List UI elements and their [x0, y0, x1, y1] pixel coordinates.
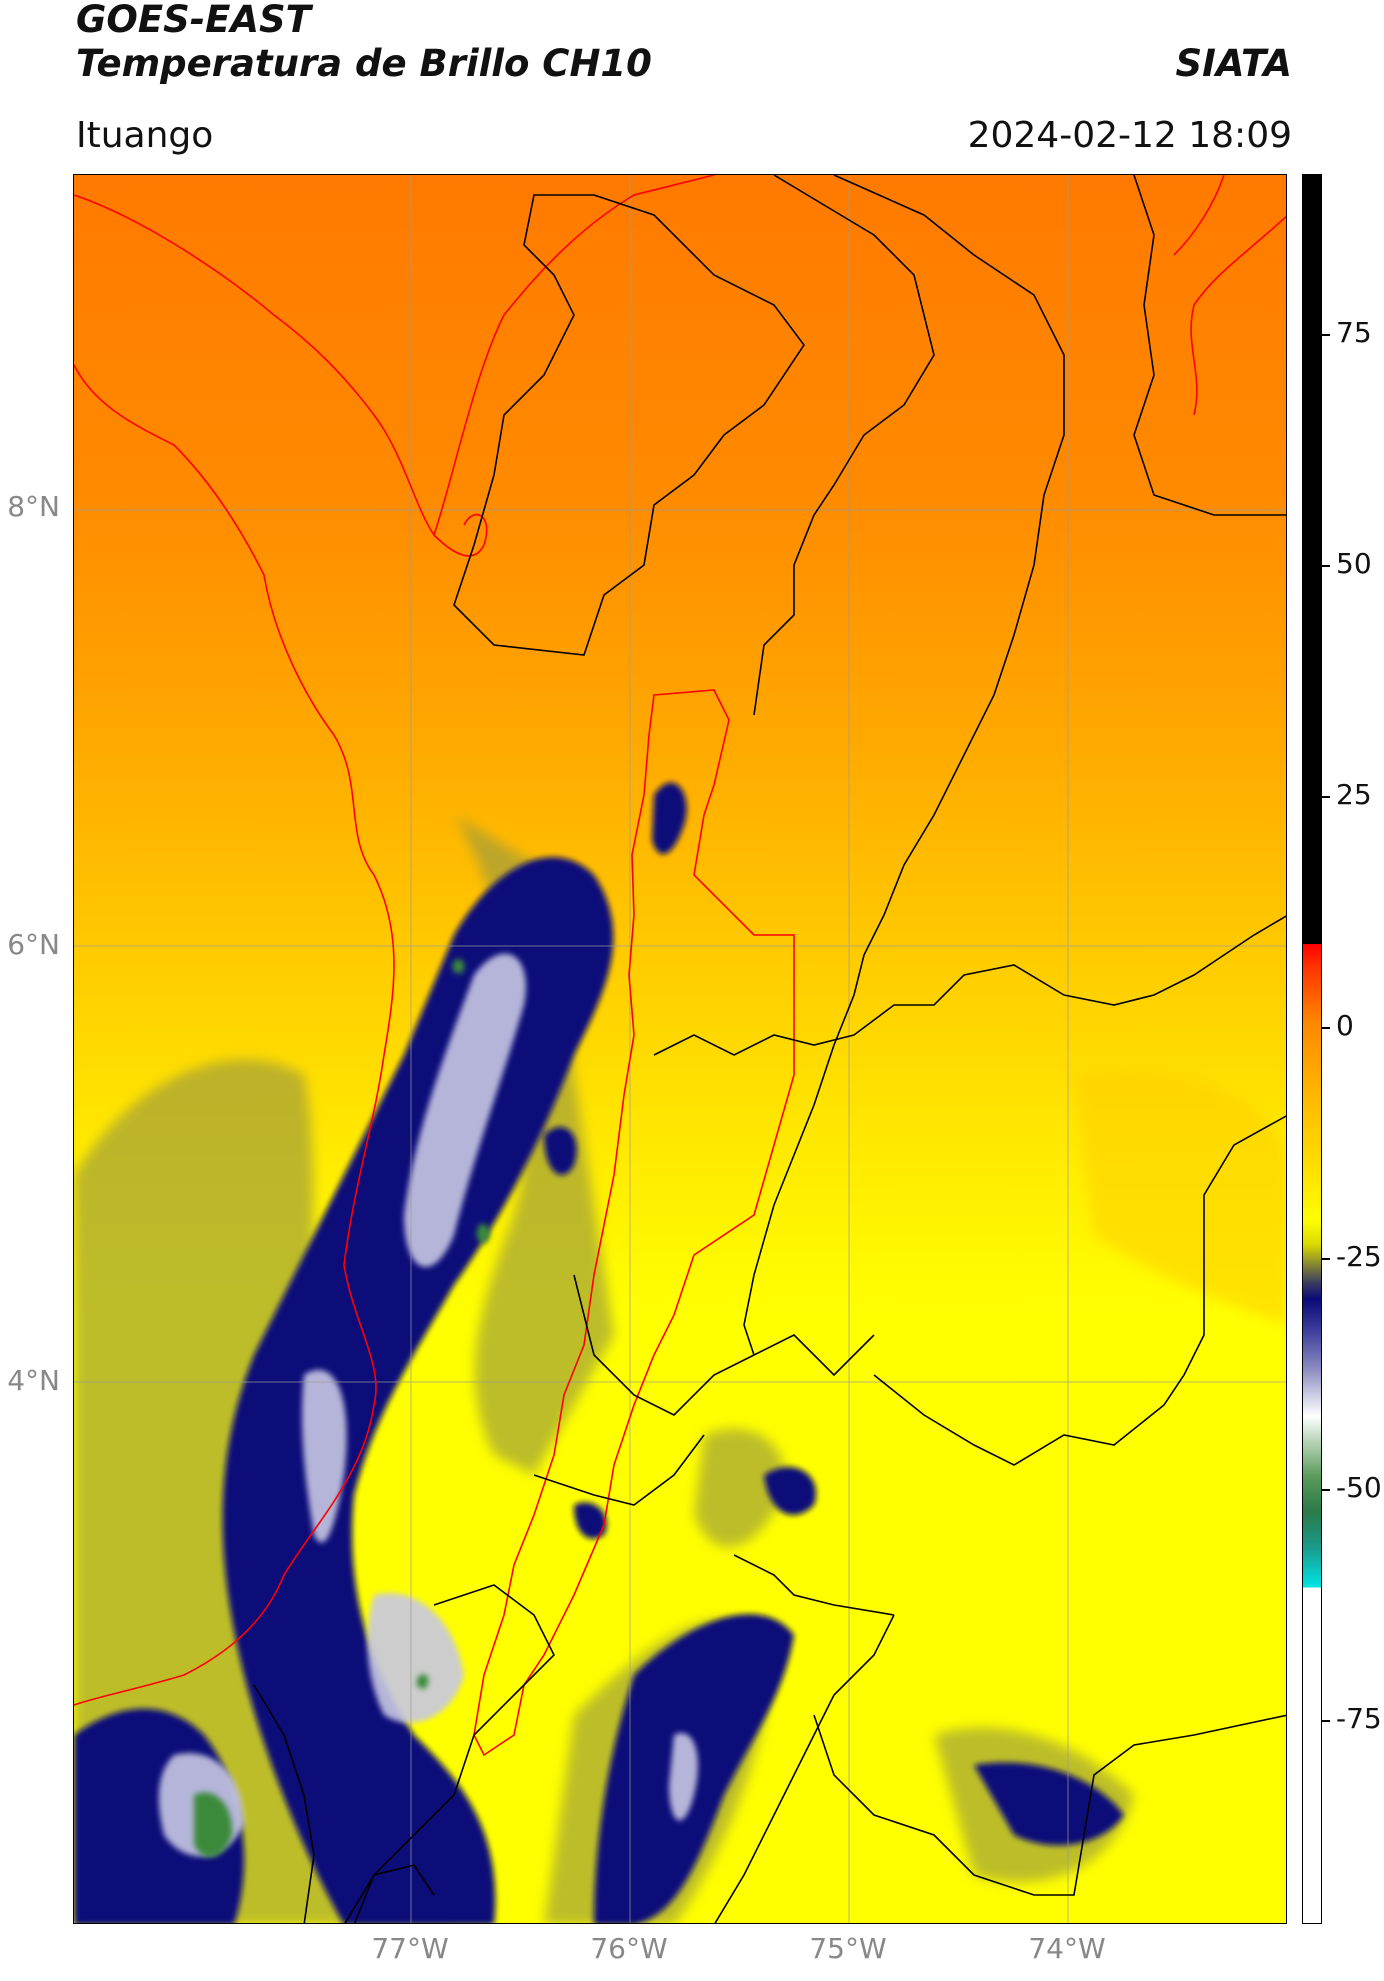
- lon-label-77w: 77°W: [371, 1932, 449, 1965]
- colorbar-tick: [1322, 1489, 1330, 1491]
- colorbar-tick: [1322, 565, 1330, 567]
- lon-label-75w: 75°W: [809, 1932, 887, 1965]
- grid-lines: [74, 175, 1286, 1923]
- agency-label: SIATA: [1175, 42, 1292, 85]
- colorbar-label-25: 25: [1336, 778, 1372, 811]
- colorbar-label-neg25: -25: [1336, 1240, 1382, 1273]
- basin-outline: [473, 689, 795, 1757]
- product-title: Temperatura de Brillo CH10: [76, 42, 652, 85]
- colorbar-label-neg50: -50: [1336, 1471, 1382, 1504]
- satellite-map[interactable]: [73, 174, 1287, 1924]
- colorbar-tick: [1322, 1258, 1330, 1260]
- lat-label-6n: 6°N: [7, 928, 60, 961]
- lon-label-76w: 76°W: [590, 1932, 668, 1965]
- temperature-colorbar: [1302, 174, 1322, 1924]
- lat-label-4n: 4°N: [7, 1364, 60, 1397]
- lon-label-74w: 74°W: [1028, 1932, 1106, 1965]
- region-label: Ituango: [76, 115, 214, 156]
- colorbar-label-0: 0: [1336, 1009, 1354, 1042]
- datetime-label: 2024-02-12 18:09: [967, 115, 1292, 156]
- colorbar-tick: [1322, 1720, 1330, 1722]
- admin-borders: [253, 175, 1286, 1923]
- coastline: [74, 175, 1286, 1706]
- colorbar-label-75: 75: [1336, 316, 1372, 349]
- colorbar-tick: [1322, 1027, 1330, 1029]
- colorbar-tick: [1322, 334, 1330, 336]
- lat-label-8n: 8°N: [7, 490, 60, 523]
- warm-right-patch: [1074, 1069, 1286, 1325]
- colorbar-label-neg75: -75: [1336, 1702, 1382, 1735]
- cloud-green-tops: [194, 959, 490, 1858]
- satellite-title: GOES-EAST: [76, 0, 311, 41]
- map-canvas: [74, 175, 1286, 1923]
- colorbar-label-50: 50: [1336, 547, 1372, 580]
- colorbar-tick: [1322, 796, 1330, 798]
